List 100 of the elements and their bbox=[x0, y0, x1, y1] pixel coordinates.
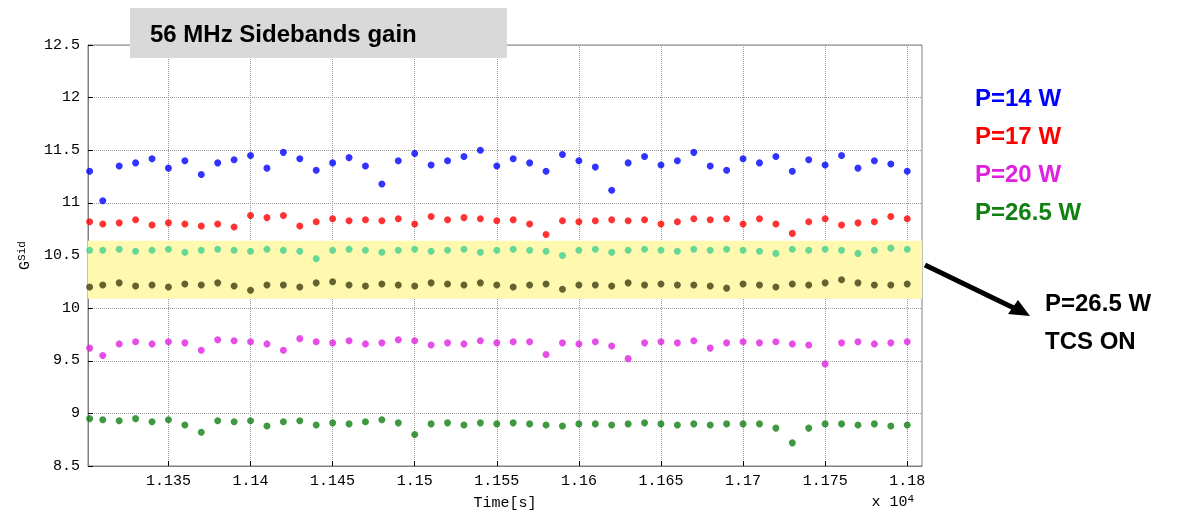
point bbox=[558, 150, 566, 158]
point bbox=[673, 247, 681, 255]
y-tick-label: 10 bbox=[61, 299, 80, 317]
point bbox=[739, 338, 747, 346]
point bbox=[509, 419, 517, 427]
point bbox=[460, 153, 468, 161]
point bbox=[361, 246, 369, 254]
point bbox=[394, 336, 402, 344]
point bbox=[411, 245, 419, 253]
point bbox=[641, 339, 649, 347]
point bbox=[493, 420, 501, 428]
point bbox=[345, 245, 353, 253]
text: P=14 W bbox=[975, 83, 1062, 111]
point bbox=[329, 246, 337, 254]
point bbox=[723, 339, 731, 347]
point bbox=[115, 340, 123, 348]
point bbox=[230, 246, 238, 254]
point bbox=[181, 339, 189, 347]
point bbox=[608, 342, 616, 350]
point bbox=[821, 420, 829, 428]
point bbox=[821, 360, 829, 368]
point bbox=[526, 246, 534, 254]
point bbox=[673, 281, 681, 289]
point bbox=[575, 246, 583, 254]
point bbox=[493, 162, 501, 170]
point bbox=[755, 159, 763, 167]
point bbox=[164, 164, 172, 172]
point bbox=[542, 167, 550, 175]
point bbox=[329, 339, 337, 347]
point bbox=[509, 245, 517, 253]
point bbox=[230, 223, 238, 231]
point bbox=[214, 417, 222, 425]
point bbox=[115, 219, 123, 227]
point bbox=[361, 340, 369, 348]
point bbox=[788, 439, 796, 447]
point bbox=[575, 157, 583, 165]
point bbox=[690, 420, 698, 428]
point bbox=[788, 340, 796, 348]
point bbox=[345, 337, 353, 345]
point bbox=[263, 214, 271, 222]
point bbox=[690, 148, 698, 156]
point bbox=[312, 218, 320, 226]
y-tick-label: 9 bbox=[70, 404, 80, 422]
point bbox=[739, 155, 747, 163]
x-tick-label: 1.18 bbox=[889, 473, 926, 490]
x-axis-title: Time[s] bbox=[473, 495, 537, 512]
point bbox=[99, 246, 107, 254]
x-tick-label: 1.145 bbox=[310, 473, 356, 490]
point bbox=[296, 155, 304, 163]
point bbox=[329, 215, 337, 223]
point bbox=[345, 217, 353, 225]
point bbox=[164, 338, 172, 346]
point bbox=[427, 420, 435, 428]
y-tick-label: 11.5 bbox=[43, 141, 80, 159]
chart-title: 56 MHz Sidebands gain bbox=[150, 20, 417, 48]
point bbox=[887, 160, 895, 168]
point bbox=[575, 340, 583, 348]
point bbox=[805, 341, 813, 349]
point bbox=[279, 346, 287, 354]
point bbox=[755, 420, 763, 428]
point bbox=[99, 281, 107, 289]
point bbox=[230, 337, 238, 345]
point bbox=[903, 280, 911, 288]
point bbox=[903, 215, 911, 223]
point bbox=[526, 159, 534, 167]
point bbox=[263, 245, 271, 253]
point bbox=[411, 220, 419, 228]
point bbox=[755, 281, 763, 289]
point bbox=[181, 157, 189, 165]
point bbox=[181, 421, 189, 429]
point bbox=[903, 421, 911, 429]
point bbox=[526, 220, 534, 228]
point bbox=[739, 246, 747, 254]
point bbox=[427, 213, 435, 221]
point bbox=[608, 216, 616, 224]
point bbox=[526, 338, 534, 346]
point bbox=[772, 153, 780, 161]
y-tick-label: 8.5 bbox=[52, 457, 80, 475]
point bbox=[132, 247, 140, 255]
point bbox=[821, 279, 829, 287]
point bbox=[887, 339, 895, 347]
point bbox=[723, 420, 731, 428]
point bbox=[690, 337, 698, 345]
text: P=20 W bbox=[975, 159, 1062, 187]
point bbox=[755, 215, 763, 223]
point bbox=[673, 218, 681, 226]
point bbox=[427, 279, 435, 287]
point bbox=[558, 252, 566, 259]
point bbox=[99, 416, 107, 424]
point bbox=[361, 162, 369, 170]
point bbox=[378, 217, 386, 225]
point bbox=[378, 248, 386, 256]
point bbox=[887, 244, 895, 252]
point bbox=[608, 186, 616, 194]
point bbox=[132, 338, 140, 346]
point bbox=[132, 415, 140, 423]
point bbox=[838, 152, 846, 160]
point bbox=[838, 339, 846, 347]
point bbox=[870, 281, 878, 289]
point bbox=[788, 229, 796, 237]
